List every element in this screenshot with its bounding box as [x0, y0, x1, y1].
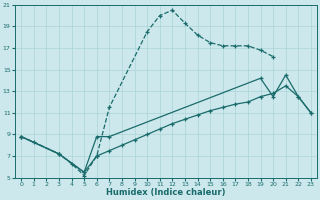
X-axis label: Humidex (Indice chaleur): Humidex (Indice chaleur) [106, 188, 226, 197]
